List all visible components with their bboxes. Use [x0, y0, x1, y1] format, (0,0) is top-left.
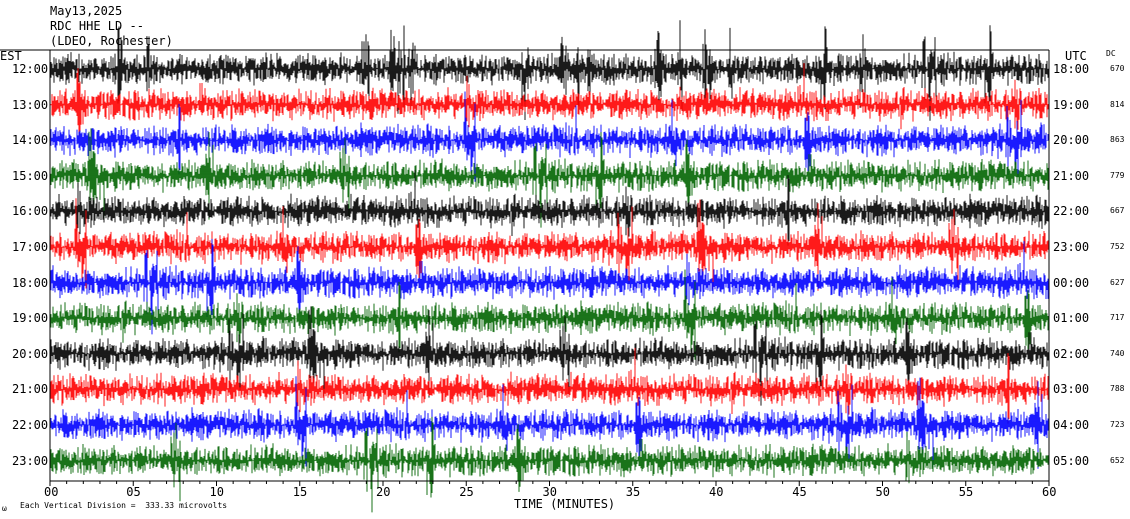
est-time-label: 13:00 — [12, 97, 49, 112]
x-tick-label: 00 — [44, 485, 59, 499]
utc-time-label: 20:00 — [1053, 133, 1090, 148]
est-time-label: 16:00 — [12, 204, 49, 219]
utc-time-label: 23:00 — [1053, 240, 1090, 254]
est-time-label: 19:00 — [12, 311, 49, 326]
trace-row-1600 — [50, 169, 1049, 246]
x-tick-label: 55 — [958, 485, 974, 499]
x-tick-label: 25 — [459, 485, 474, 499]
dc-value-label: 788 — [1110, 384, 1125, 394]
utc-time-label: 05:00 — [1053, 453, 1090, 468]
x-axis-label: TIME (MINUTES) — [514, 497, 616, 511]
utc-time-label: 22:00 — [1053, 204, 1090, 219]
dc-value-label: 667 — [1110, 206, 1125, 216]
trace-row-1200 — [50, 20, 1049, 121]
trace-row-1700 — [50, 198, 1049, 291]
utc-time-label: 00:00 — [1053, 275, 1090, 290]
left-axis-title: EST — [0, 49, 22, 63]
x-tick-label: 05 — [126, 485, 141, 499]
trace-row-1500 — [50, 128, 1049, 228]
x-tick-label: 30 — [542, 485, 557, 499]
x-tick-label: 20 — [376, 485, 391, 499]
trace-row-2300 — [50, 416, 1049, 513]
footer-note: Each Vertical Division = 333.33 microvol… — [20, 501, 228, 510]
est-time-label: 22:00 — [12, 418, 49, 432]
est-time-label: 23:00 — [12, 453, 49, 468]
x-tick-label: 10 — [209, 485, 224, 499]
traces — [50, 20, 1049, 513]
x-tick-label: 35 — [625, 485, 641, 499]
est-time-label: 12:00 — [12, 62, 49, 76]
est-time-label: 20:00 — [12, 346, 49, 361]
dc-value-label: 814 — [1110, 99, 1125, 109]
utc-time-label: 21:00 — [1053, 168, 1090, 183]
trace-row-2200 — [50, 376, 1049, 469]
dc-value-label: 652 — [1110, 455, 1125, 465]
utc-time-label: 01:00 — [1053, 311, 1090, 326]
trace-row-1900 — [50, 269, 1049, 360]
trace-row-1400 — [50, 91, 1049, 182]
date-label: May13,2025 — [50, 4, 123, 18]
dc-value-label: 723 — [1110, 420, 1125, 429]
right-axis-title: UTC — [1065, 49, 1087, 63]
est-time-label: 15:00 — [12, 168, 49, 183]
utc-time-label: 02:00 — [1053, 346, 1090, 361]
dc-value-label: 717 — [1110, 313, 1125, 323]
dc-value-label: 627 — [1110, 277, 1125, 287]
x-tick-label: 60 — [1042, 485, 1057, 499]
utc-time-label: 18:00 — [1053, 62, 1090, 76]
dc-value-label: 779 — [1110, 170, 1125, 180]
utc-time-label: 04:00 — [1053, 418, 1090, 432]
dc-value-label: 752 — [1110, 242, 1125, 251]
trace-row-2000 — [50, 306, 1049, 406]
utc-time-label: 19:00 — [1053, 97, 1090, 112]
dc-value-label: 740 — [1110, 348, 1125, 358]
trace-row-1300 — [50, 63, 1049, 136]
est-time-label: 21:00 — [12, 382, 49, 397]
dc-title: DC — [1106, 49, 1116, 58]
x-tick-label: 45 — [792, 485, 807, 499]
footer-mark: ω — [2, 504, 7, 513]
est-time-label: 18:00 — [12, 275, 49, 290]
x-tick-label: 50 — [875, 485, 890, 499]
dc-value-label: 863 — [1110, 135, 1125, 145]
x-axis-ticks — [49, 481, 1050, 486]
station-label: RDC HHE LD -- — [50, 19, 144, 33]
dc-value-label: 670 — [1110, 64, 1125, 73]
est-time-label: 17:00 — [12, 240, 49, 254]
utc-time-label: 03:00 — [1053, 382, 1090, 397]
network-label: (LDEO, Rochester) — [50, 34, 173, 48]
trace-row-1800 — [50, 238, 1049, 335]
trace-row-2100 — [50, 347, 1049, 424]
x-tick-label: 15 — [292, 485, 308, 499]
est-time-label: 14:00 — [12, 133, 49, 148]
x-tick-label: 40 — [709, 485, 724, 499]
